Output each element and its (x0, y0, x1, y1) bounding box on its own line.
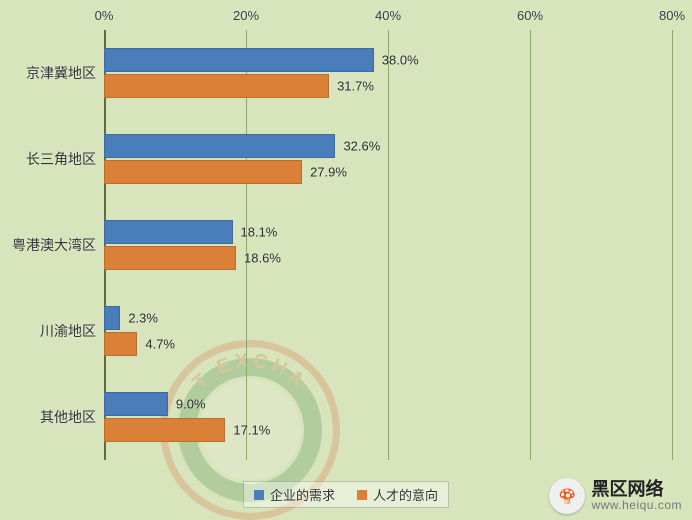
plot-area: 0%20%40%60%80%京津冀地区38.0%31.7%长三角地区32.6%2… (104, 30, 672, 460)
gridline (672, 30, 673, 460)
value-label: 4.7% (145, 337, 175, 352)
mushroom-icon: 🍄 (559, 488, 576, 505)
legend-swatch (254, 490, 264, 500)
gridline (388, 30, 389, 460)
legend-item: 人才的意向 (357, 485, 438, 504)
bar (104, 48, 374, 72)
bar (104, 392, 168, 416)
legend-item: 企业的需求 (254, 485, 335, 504)
value-label: 27.9% (310, 165, 347, 180)
value-label: 17.1% (233, 423, 270, 438)
value-label: 2.3% (128, 311, 158, 326)
x-tick-label: 0% (95, 8, 114, 23)
legend-swatch (357, 490, 367, 500)
bar (104, 418, 225, 442)
x-tick-label: 20% (233, 8, 259, 23)
bar (104, 134, 335, 158)
category-label: 粤港澳大湾区 (12, 235, 104, 255)
legend-label: 人才的意向 (373, 485, 438, 504)
category-label: 川渝地区 (40, 321, 104, 341)
bar (104, 332, 137, 356)
brand-subtitle: www.heiqu.com (591, 499, 682, 512)
bar (104, 74, 329, 98)
value-label: 31.7% (337, 79, 374, 94)
value-label: 38.0% (382, 53, 419, 68)
brand-title: 黑区网络 (591, 480, 682, 500)
bar (104, 246, 236, 270)
x-tick-label: 60% (517, 8, 543, 23)
legend-label: 企业的需求 (270, 485, 335, 504)
bar (104, 160, 302, 184)
category-label: 其他地区 (40, 407, 104, 427)
x-tick-label: 40% (375, 8, 401, 23)
bar (104, 306, 120, 330)
gridline (530, 30, 531, 460)
brand-icon: 🍄 (549, 478, 585, 514)
value-label: 32.6% (343, 139, 380, 154)
x-tick-label: 80% (659, 8, 685, 23)
category-label: 长三角地区 (26, 149, 104, 169)
bar (104, 220, 233, 244)
chart-container: T EXCHA 0%20%40%60%80%京津冀地区38.0%31.7%长三角… (0, 0, 692, 520)
category-label: 京津冀地区 (26, 63, 104, 83)
value-label: 18.1% (241, 225, 278, 240)
value-label: 18.6% (244, 251, 281, 266)
brand-footer: 🍄 黑区网络 www.heiqu.com (549, 478, 682, 514)
value-label: 9.0% (176, 397, 206, 412)
legend: 企业的需求 人才的意向 (243, 481, 449, 508)
